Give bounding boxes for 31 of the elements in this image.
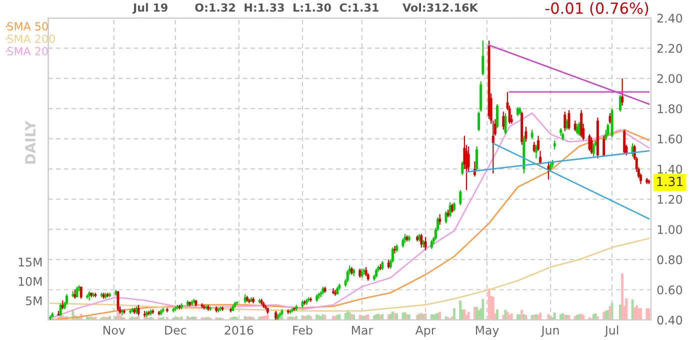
y-tick-label: 2.40 <box>657 14 682 23</box>
y-tick-label: 0.60 <box>657 285 682 294</box>
text: O:1.32 H:1.33 L:1.30 C:1.31 <box>195 3 378 12</box>
annotation: 1.31 <box>657 176 682 186</box>
y-tick-label: 2.20 <box>657 44 682 53</box>
x-tick-label: 2016 <box>224 326 254 335</box>
y-tick-label: 1.60 <box>658 134 682 144</box>
text: -0.01 (0.76%) <box>545 2 648 16</box>
y-tick-label: 1.00 <box>658 225 682 234</box>
text: Jul 19 <box>132 3 168 14</box>
y2-tick-label: 5M <box>26 296 42 306</box>
y-tick-label: 1.80 <box>658 104 682 114</box>
legend-label: SMA 200 <box>7 34 55 43</box>
y-tick-label: 0.80 <box>657 255 682 264</box>
x-tick-label: Jun <box>540 326 559 337</box>
y-tick-label: 1.40 <box>658 164 682 174</box>
text: Vol:312.16K <box>402 3 478 12</box>
y-tick-label: 1.20 <box>658 194 682 204</box>
y-tick-label: 2.00 <box>657 74 682 84</box>
x-tick-label: Dec <box>165 326 186 335</box>
x-tick-label: Apr <box>415 326 436 337</box>
x-tick-label: Jul <box>604 325 618 337</box>
y2-tick-label: 10M <box>18 276 42 286</box>
x-tick-label: Feb <box>293 325 312 335</box>
y-tick-label: 0.40 <box>657 316 682 325</box>
x-tick-label: Mar <box>352 326 374 335</box>
legend-label: SMA 20 <box>7 47 48 56</box>
y2-tick-label: 15M <box>18 258 42 267</box>
x-tick-label: Nov <box>104 326 126 335</box>
legend-label: SMA 50 <box>7 22 48 31</box>
x-tick-label: May <box>476 326 499 337</box>
